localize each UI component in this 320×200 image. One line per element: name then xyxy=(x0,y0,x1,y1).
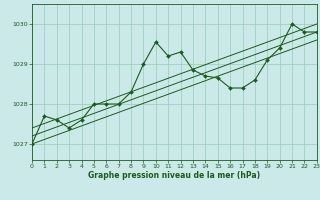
X-axis label: Graphe pression niveau de la mer (hPa): Graphe pression niveau de la mer (hPa) xyxy=(88,171,260,180)
